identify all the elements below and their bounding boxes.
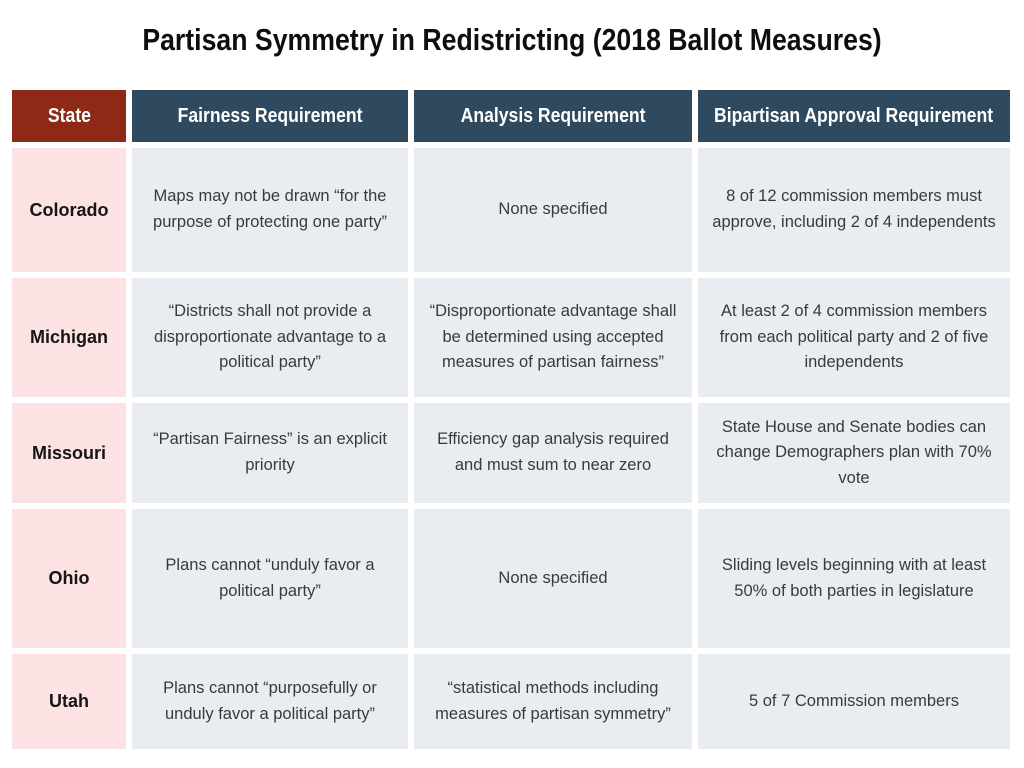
column-header-analysis: Analysis Requirement — [414, 90, 692, 142]
analysis-cell: “statistical methods including measures … — [414, 654, 692, 749]
fairness-cell: Maps may not be drawn “for the purpose o… — [132, 148, 408, 272]
column-header-fairness: Fairness Requirement — [132, 90, 408, 142]
column-header-state: State — [12, 90, 126, 142]
state-name-cell: Ohio — [12, 509, 126, 648]
column-header-fairness-label: Fairness Requirement — [177, 104, 363, 127]
state-name-cell: Missouri — [12, 403, 126, 503]
analysis-cell: None specified — [414, 148, 692, 272]
state-name-cell: Utah — [12, 654, 126, 749]
bipartisan-cell: 5 of 7 Commission members — [698, 654, 1010, 749]
state-name-cell: Colorado — [12, 148, 126, 272]
bipartisan-cell: Sliding levels beginning with at least 5… — [698, 509, 1010, 648]
fairness-cell: Plans cannot “purposefully or unduly fav… — [132, 654, 408, 749]
analysis-cell: “Disproportionate advantage shall be det… — [414, 278, 692, 397]
state-name-cell: Michigan — [12, 278, 126, 397]
bipartisan-cell: At least 2 of 4 commission members from … — [698, 278, 1010, 397]
fairness-cell: “Partisan Fairness” is an explicit prior… — [132, 403, 408, 503]
redistricting-table: State Fairness Requirement Analysis Requ… — [12, 90, 1010, 749]
column-header-bipartisan: Bipartisan Approval Requirement — [698, 90, 1010, 142]
bipartisan-cell: 8 of 12 commission members must approve,… — [698, 148, 1010, 272]
column-header-analysis-label: Analysis Requirement — [460, 104, 646, 127]
fairness-cell: “Districts shall not provide a dispropor… — [132, 278, 408, 397]
column-header-bipartisan-label: Bipartisan Approval Requirement — [714, 104, 994, 127]
bipartisan-cell: State House and Senate bodies can change… — [698, 403, 1010, 503]
column-header-state-label: State — [47, 104, 91, 127]
page-title: Partisan Symmetry in Redistricting (2018… — [142, 22, 882, 57]
fairness-cell: Plans cannot “unduly favor a political p… — [132, 509, 408, 648]
analysis-cell: None specified — [414, 509, 692, 648]
analysis-cell: Efficiency gap analysis required and mus… — [414, 403, 692, 503]
